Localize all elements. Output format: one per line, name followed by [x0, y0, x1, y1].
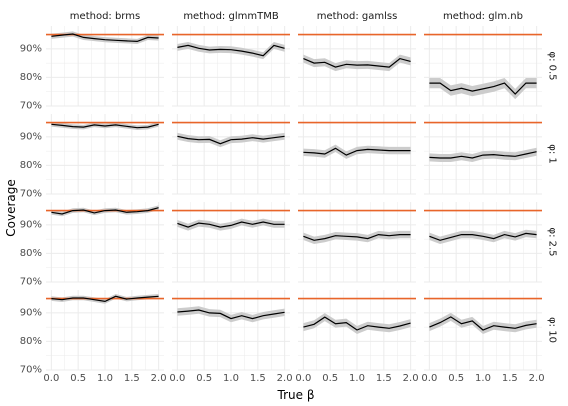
strip-labels: method: brms method: glmmTMB method: gamls… — [70, 11, 558, 343]
facet-panel — [46, 202, 164, 283]
x-tick-labels: 0.0 0.5 1.0 1.5 2.0 0.0 0.5 1.0 1.5 2.0 0.0 0.5 1.0 1… — [43, 373, 544, 384]
row-strip-label: φ: 10 — [547, 317, 558, 343]
x-tick-label: 0.5 — [70, 373, 86, 384]
column-strip-label: method: glmmTMB — [183, 11, 279, 22]
confidence-band — [429, 312, 537, 334]
facet-panel — [298, 290, 416, 371]
facet-panel — [46, 290, 164, 371]
y-tick-label: 70% — [20, 189, 42, 200]
y-tick-label: 80% — [20, 72, 42, 83]
row-strip-label: φ: 1 — [547, 144, 558, 164]
confidence-band — [177, 218, 285, 231]
coverage-series-line — [303, 316, 411, 331]
facet-panel — [172, 290, 290, 371]
x-tick-label: 0.0 — [295, 373, 311, 384]
coverage-series-line — [51, 295, 159, 303]
x-tick-label: 0.0 — [421, 373, 437, 384]
coverage-series-line — [429, 232, 537, 241]
coverage-series-line — [51, 33, 159, 43]
coverage-series-line — [303, 57, 411, 68]
x-tick-label: 2.0 — [277, 373, 293, 384]
y-tick-labels: 70% 80% 90% 70% 80% 90% 70% 80% 90% 70% 80% 90% — [20, 43, 42, 375]
facet-panel — [424, 290, 542, 371]
y-tick-label: 80% — [20, 160, 42, 171]
y-tick-label: 70% — [20, 101, 42, 112]
x-tick-label: 1.5 — [250, 373, 266, 384]
row-strip-label: φ: 0.5 — [547, 51, 558, 80]
facet-panel — [172, 202, 290, 283]
confidence-band — [177, 306, 285, 323]
confidence-band — [303, 144, 411, 159]
row-strip-label: φ: 2.5 — [547, 227, 558, 256]
panels-layer — [46, 26, 542, 371]
coverage-series-line — [429, 316, 537, 331]
x-axis-title: True β — [277, 388, 315, 402]
x-tick-label: 0.5 — [448, 373, 464, 384]
facet-panel — [298, 202, 416, 283]
coverage-series-line — [51, 123, 159, 129]
x-tick-label: 1.5 — [502, 373, 518, 384]
y-tick-label: 90% — [20, 219, 42, 230]
facet-panel — [424, 114, 542, 195]
facet-panel — [424, 202, 542, 283]
x-tick-label: 1.5 — [376, 373, 392, 384]
y-tick-label: 90% — [20, 307, 42, 318]
x-tick-label: 2.0 — [403, 373, 419, 384]
facet-panel — [46, 114, 164, 195]
x-tick-label: 2.0 — [529, 373, 545, 384]
x-tick-label: 1.0 — [475, 373, 491, 384]
y-tick-label: 80% — [20, 248, 42, 259]
coverage-series-line — [303, 233, 411, 241]
x-tick-label: 1.0 — [223, 373, 239, 384]
y-tick-label: 70% — [20, 277, 42, 288]
facet-panel — [424, 26, 542, 107]
x-tick-label: 1.0 — [349, 373, 365, 384]
column-strip-label: method: glm.nb — [443, 11, 523, 22]
x-tick-label: 2.0 — [151, 373, 167, 384]
facet-panel — [298, 114, 416, 195]
coverage-series-line — [177, 135, 285, 145]
coverage-series-line — [177, 309, 285, 320]
coverage-series-line — [51, 207, 159, 215]
coverage-series-line — [429, 82, 537, 95]
facet-panel — [172, 114, 290, 195]
coverage-series-line — [177, 44, 285, 57]
y-tick-label: 70% — [20, 365, 42, 376]
column-strip-label: method: gamlss — [317, 11, 398, 22]
y-tick-label: 80% — [20, 336, 42, 347]
y-tick-label: 90% — [20, 43, 42, 54]
x-tick-label: 0.5 — [322, 373, 338, 384]
x-tick-label: 0.5 — [196, 373, 212, 384]
x-tick-label: 1.5 — [124, 373, 140, 384]
confidence-band — [51, 294, 159, 304]
facet-panel — [298, 26, 416, 107]
x-tick-label: 1.0 — [97, 373, 113, 384]
y-tick-label: 90% — [20, 131, 42, 142]
y-axis-title: Coverage — [4, 179, 18, 237]
confidence-band — [303, 313, 411, 334]
coverage-series-line — [303, 147, 411, 156]
x-tick-label: 0.0 — [43, 373, 59, 384]
column-strip-label: method: brms — [70, 11, 140, 22]
x-tick-label: 0.0 — [169, 373, 185, 384]
coverage-series-line — [429, 151, 537, 159]
facet-panel — [46, 26, 164, 107]
facet-panel — [172, 26, 290, 107]
coverage-series-line — [177, 221, 285, 228]
